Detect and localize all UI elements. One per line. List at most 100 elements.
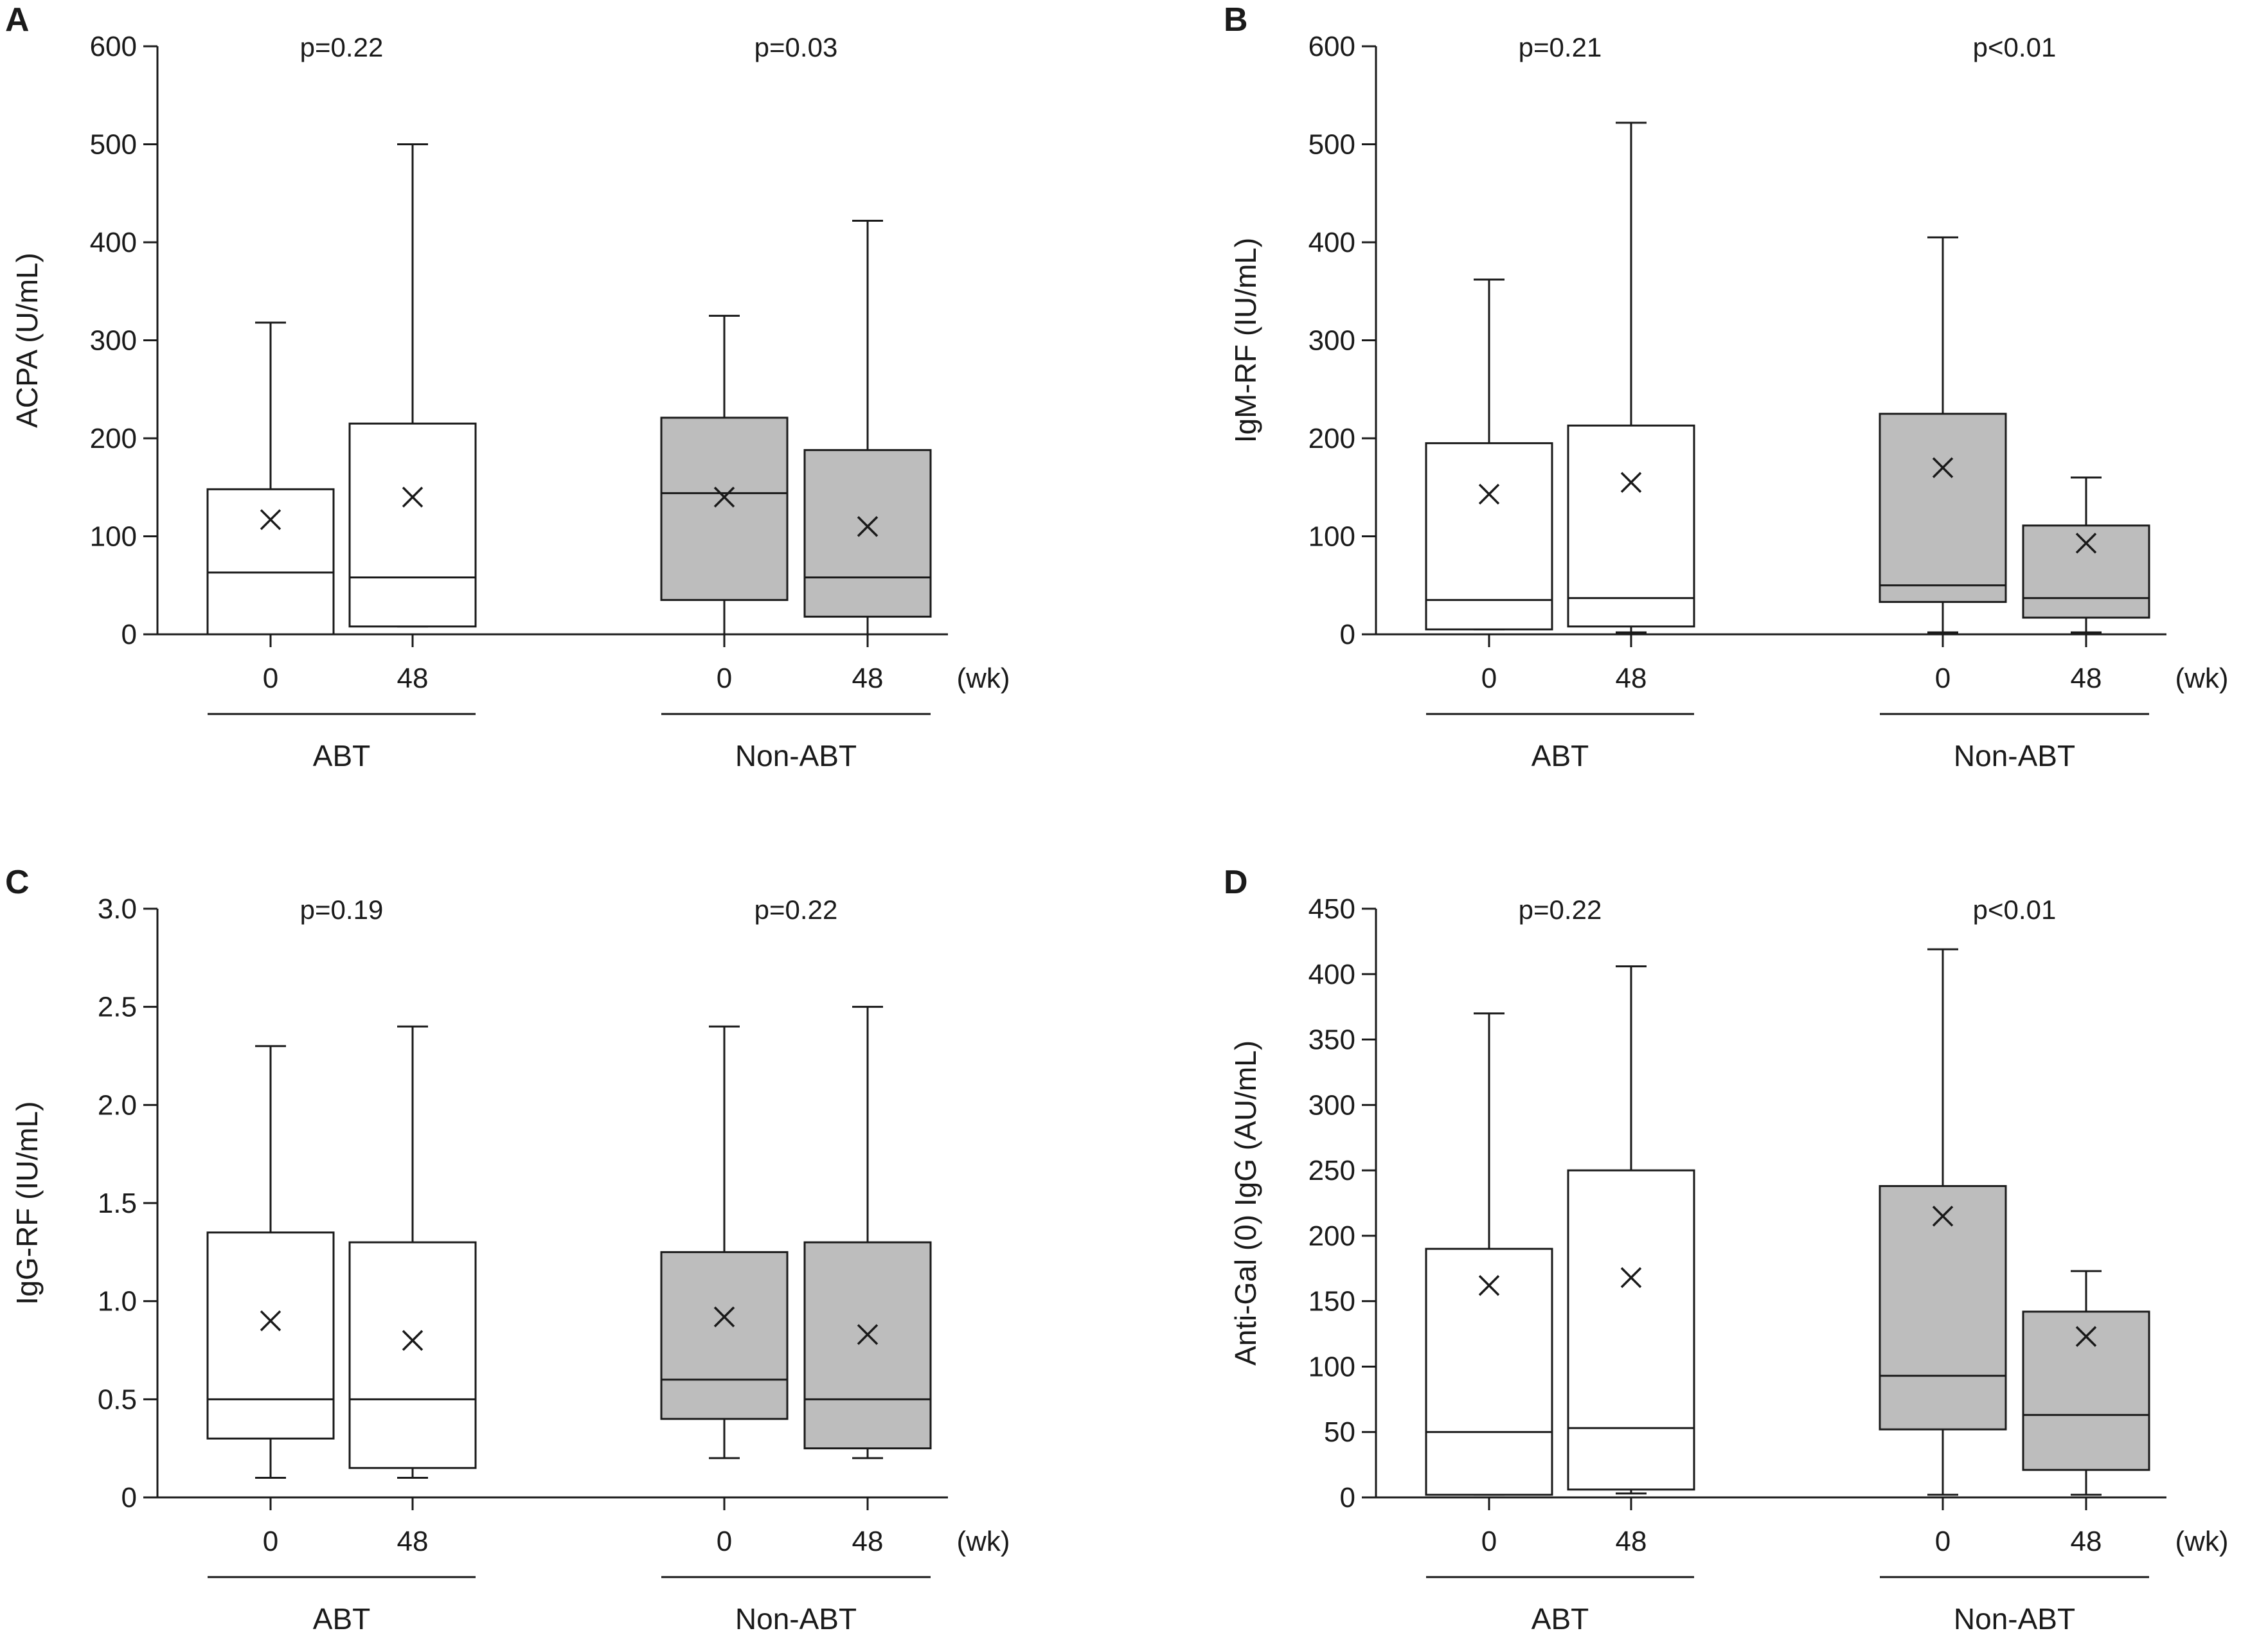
x-tick-label: 0 — [1935, 663, 1951, 694]
p-value-label: p<0.01 — [1973, 895, 2057, 925]
box-iqr — [2022, 524, 2150, 619]
mean-marker — [402, 486, 424, 508]
box-iqr — [206, 1231, 335, 1440]
box-iqr — [206, 488, 335, 636]
y-axis-title: Anti-Gal (0) IgG (AU/mL) — [1229, 1040, 1262, 1366]
x-tick-label: 0 — [1935, 1526, 1951, 1557]
mean-marker — [402, 1330, 424, 1351]
p-value-label: p=0.22 — [300, 32, 384, 62]
group-label: ABT — [1531, 1602, 1589, 1633]
box-iqr — [348, 422, 477, 628]
box-nonabt-wk0 — [660, 1025, 789, 1459]
group-label: ABT — [313, 1602, 370, 1633]
group-label: ABT — [1531, 739, 1589, 772]
p-value-label: p=0.22 — [1519, 895, 1602, 925]
y-tick-label: 0.5 — [98, 1384, 137, 1415]
x-tick-label: 48 — [2071, 663, 2102, 694]
box-iqr — [803, 1241, 932, 1450]
x-tick-label: 0 — [1481, 663, 1497, 694]
mean-marker — [857, 1324, 879, 1345]
box-abt-wk0 — [206, 321, 335, 636]
y-tick-label: 100 — [1308, 521, 1355, 553]
x-tick-label: 0 — [1481, 1526, 1497, 1557]
group-label: Non-ABT — [1954, 1602, 2075, 1633]
group-label: ABT — [313, 739, 370, 772]
y-tick-label: 250 — [1308, 1155, 1355, 1186]
y-tick-label: 600 — [90, 31, 137, 62]
box-iqr — [1567, 1169, 1695, 1491]
box-iqr — [1879, 1185, 2007, 1431]
y-tick-label: 400 — [1308, 227, 1355, 258]
box-abt-wk48 — [1567, 121, 1695, 634]
y-tick-label: 0 — [121, 619, 137, 650]
mean-marker — [1932, 1206, 1954, 1227]
p-value-label: p=0.03 — [755, 32, 838, 62]
box-iqr — [1879, 413, 2007, 603]
y-tick-label: 0 — [121, 1482, 137, 1513]
box-iqr — [660, 416, 789, 602]
p-value-label: p=0.21 — [1519, 32, 1602, 62]
x-tick-label: 0 — [717, 1526, 732, 1557]
box-iqr — [1425, 1247, 1553, 1496]
box-abt-wk0 — [1425, 278, 1553, 630]
p-value-label: p=0.19 — [300, 895, 384, 925]
box-abt-wk0 — [206, 1045, 335, 1479]
y-tick-label: 100 — [90, 521, 137, 553]
y-tick-label: 1.0 — [98, 1286, 137, 1317]
y-tick-label: 0 — [1340, 619, 1355, 650]
mean-marker — [1620, 1267, 1642, 1289]
group-label: Non-ABT — [1954, 739, 2075, 772]
y-tick-label: 200 — [1308, 1220, 1355, 1252]
box-nonabt-wk0 — [1879, 948, 2007, 1496]
mean-marker — [713, 1306, 735, 1328]
box-nonabt-wk0 — [1879, 236, 2007, 634]
x-tick-label: 48 — [397, 1526, 429, 1557]
box-iqr — [803, 449, 932, 618]
box-abt-wk48 — [348, 1025, 477, 1479]
x-unit-label: (wk) — [956, 663, 1010, 694]
y-axis-title: IgM-RF (IU/mL) — [1229, 238, 1262, 443]
box-iqr — [1425, 442, 1553, 630]
box-iqr — [348, 1241, 477, 1469]
y-tick-label: 50 — [1324, 1416, 1355, 1448]
y-tick-label: 400 — [90, 227, 137, 258]
panel-c: C 0 0.5 1.0 1.5 2.0 2.5 3.0 IgG-RF (IU/mL) (wk) p=… — [5, 864, 1010, 1633]
panel-letter: C — [5, 864, 30, 901]
mean-marker — [857, 516, 879, 537]
x-tick-label: 48 — [397, 663, 429, 694]
y-tick-label: 400 — [1308, 959, 1355, 990]
mean-marker — [2075, 1326, 2097, 1347]
x-unit-label: (wk) — [2175, 663, 2228, 694]
x-tick-label: 0 — [717, 663, 732, 694]
y-tick-label: 0 — [1340, 1482, 1355, 1513]
box-abt-wk48 — [348, 143, 477, 628]
box-nonabt-wk48 — [2022, 1270, 2150, 1496]
panel-letter: D — [1224, 864, 1248, 901]
mean-marker — [1478, 1275, 1500, 1296]
group-label: Non-ABT — [735, 739, 857, 772]
y-tick-label: 200 — [90, 423, 137, 454]
box-iqr — [660, 1251, 789, 1420]
y-tick-label: 300 — [1308, 1089, 1355, 1121]
y-tick-label: 2.5 — [98, 992, 137, 1023]
x-unit-label: (wk) — [2175, 1526, 2228, 1557]
group-label: Non-ABT — [735, 1602, 857, 1633]
p-value-label: p=0.22 — [755, 895, 838, 925]
y-tick-label: 100 — [1308, 1351, 1355, 1382]
x-tick-label: 48 — [852, 663, 884, 694]
y-tick-label: 200 — [1308, 423, 1355, 454]
y-tick-label: 450 — [1308, 893, 1355, 925]
x-tick-label: 48 — [2071, 1526, 2102, 1557]
x-tick-label: 48 — [852, 1526, 884, 1557]
y-tick-label: 2.0 — [98, 1089, 137, 1121]
box-nonabt-wk48 — [803, 219, 932, 636]
mean-marker — [2075, 532, 2097, 554]
y-axis-title: IgG-RF (IU/mL) — [10, 1102, 44, 1305]
p-value-label: p<0.01 — [1973, 32, 2057, 62]
mean-marker — [713, 486, 735, 508]
box-iqr — [1567, 424, 1695, 628]
y-tick-label: 300 — [90, 325, 137, 357]
panel-a: A 0 100 200 300 400 500 600 ACPA (U/mL) (wk) p=0.2… — [5, 1, 1010, 772]
x-tick-label: 48 — [1616, 663, 1647, 694]
y-tick-label: 350 — [1308, 1024, 1355, 1056]
